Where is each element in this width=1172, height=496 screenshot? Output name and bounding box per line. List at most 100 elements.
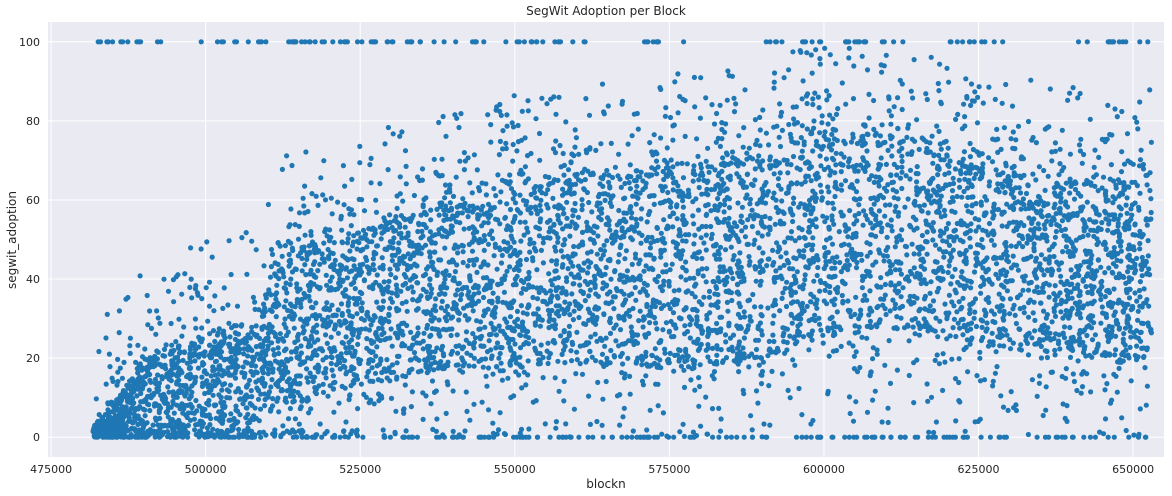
data-point <box>589 209 595 215</box>
data-point <box>976 224 982 230</box>
data-point <box>1051 253 1057 260</box>
data-point <box>771 190 777 196</box>
data-point <box>506 246 512 252</box>
data-point <box>680 175 687 181</box>
data-point <box>588 334 594 340</box>
data-point <box>884 188 890 194</box>
data-point <box>501 239 507 245</box>
data-point <box>491 307 497 313</box>
data-point <box>782 239 788 245</box>
data-point <box>662 346 668 352</box>
data-point <box>724 299 731 305</box>
data-point <box>420 338 426 344</box>
data-point <box>1031 299 1037 305</box>
data-point <box>344 275 350 281</box>
data-point <box>534 285 540 291</box>
data-point <box>972 309 978 315</box>
data-point <box>864 253 870 259</box>
data-point <box>337 276 343 282</box>
data-point <box>781 157 787 163</box>
data-point <box>1070 244 1076 250</box>
data-point <box>777 265 783 271</box>
data-point <box>534 267 540 273</box>
data-point <box>385 284 391 290</box>
data-point <box>530 258 536 264</box>
data-point <box>687 275 693 281</box>
data-point <box>817 130 823 136</box>
data-point <box>691 275 697 281</box>
data-point <box>310 378 316 385</box>
data-point <box>796 204 802 210</box>
data-point <box>461 305 467 311</box>
data-point <box>147 364 153 370</box>
data-point <box>738 218 744 224</box>
data-point <box>716 203 723 209</box>
data-point <box>1040 289 1047 295</box>
data-point <box>248 368 254 375</box>
data-point <box>285 307 291 313</box>
data-point <box>649 352 655 358</box>
data-point <box>714 285 720 291</box>
data-point <box>721 202 728 208</box>
data-point <box>786 186 792 192</box>
data-point <box>1081 218 1087 224</box>
data-point <box>316 364 322 370</box>
data-point <box>826 226 832 232</box>
data-point <box>1010 206 1017 213</box>
data-point <box>1103 246 1109 252</box>
data-point <box>670 239 676 245</box>
data-point <box>418 251 424 257</box>
data-point <box>1020 244 1026 250</box>
data-point <box>667 350 673 356</box>
data-point <box>287 257 293 263</box>
data-point <box>560 339 567 345</box>
data-point <box>512 250 518 256</box>
data-point <box>1131 247 1137 253</box>
data-point <box>552 244 558 250</box>
data-point <box>212 372 218 378</box>
data-point <box>909 271 915 277</box>
data-point <box>252 369 259 375</box>
data-point <box>446 272 452 278</box>
data-point <box>586 293 592 299</box>
data-point <box>993 261 1000 267</box>
data-point <box>661 176 667 183</box>
data-point <box>152 401 158 407</box>
data-point <box>896 233 903 239</box>
data-point <box>125 392 131 398</box>
data-point <box>439 233 446 239</box>
data-point <box>916 308 922 314</box>
data-point <box>160 353 166 359</box>
data-point <box>715 292 721 298</box>
data-point <box>806 160 812 166</box>
data-point <box>1032 328 1038 334</box>
data-point <box>633 297 639 303</box>
data-point <box>277 331 283 337</box>
data-point <box>741 355 748 361</box>
data-point <box>555 235 561 241</box>
data-point <box>523 333 529 339</box>
data-point <box>1077 292 1083 298</box>
data-point <box>1148 209 1154 216</box>
data-point <box>998 268 1004 274</box>
data-point <box>228 354 234 361</box>
data-point <box>542 299 548 305</box>
data-point <box>517 257 523 263</box>
data-point <box>142 413 148 419</box>
data-point <box>940 328 946 334</box>
data-point <box>304 321 310 327</box>
data-point <box>538 208 544 214</box>
data-point <box>386 278 392 284</box>
data-point <box>817 182 824 188</box>
data-point <box>643 289 649 295</box>
data-point <box>579 229 586 235</box>
data-point <box>724 194 730 201</box>
data-point <box>134 393 140 399</box>
data-point <box>156 409 162 416</box>
data-point <box>717 256 723 262</box>
data-point <box>972 250 979 256</box>
data-point <box>735 236 741 242</box>
data-point <box>1105 197 1111 203</box>
data-point <box>823 258 829 265</box>
data-point <box>295 389 301 396</box>
